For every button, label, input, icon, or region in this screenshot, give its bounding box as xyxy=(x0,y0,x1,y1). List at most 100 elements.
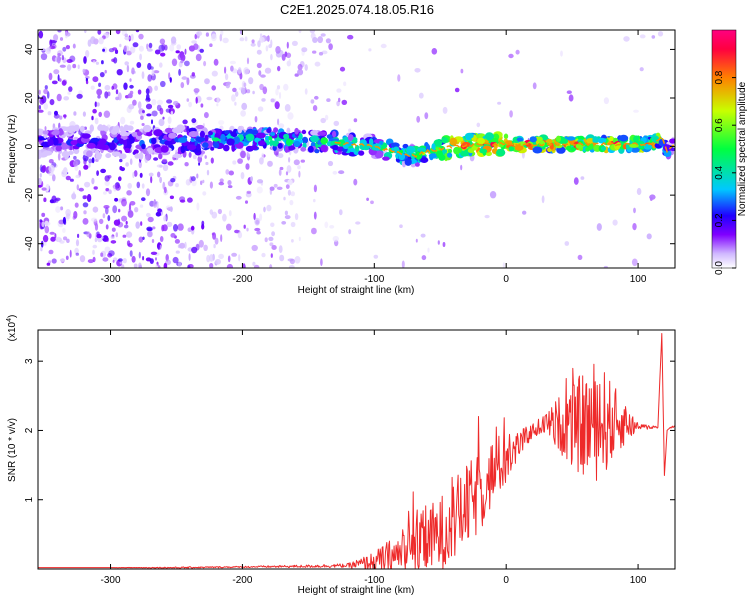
heat-cell xyxy=(639,34,646,39)
heat-cell xyxy=(239,37,245,42)
heat-cell xyxy=(288,265,295,268)
heat-cell xyxy=(68,86,73,92)
heat-cell xyxy=(50,236,56,242)
heat-cell xyxy=(118,208,121,213)
heat-cell xyxy=(293,140,301,148)
heat-cell xyxy=(227,180,232,186)
heat-cell xyxy=(264,67,272,74)
heat-cell xyxy=(271,140,280,147)
heat-cell xyxy=(609,136,614,142)
colorbar-tick-label: 0.4 xyxy=(714,165,725,179)
heat-cell xyxy=(278,123,285,129)
heat-cell xyxy=(283,133,290,140)
heat-cell xyxy=(532,146,543,154)
heat-cell xyxy=(348,229,352,235)
heat-cell xyxy=(368,48,372,52)
heat-cell xyxy=(44,85,48,90)
heat-cell xyxy=(126,190,132,196)
colorbar-label: Normalized spectral amplitude xyxy=(737,81,748,216)
heat-cell xyxy=(277,153,284,159)
heat-cell xyxy=(43,197,47,203)
heat-cell xyxy=(103,125,109,132)
heat-cell xyxy=(96,88,103,96)
heat-cell xyxy=(226,138,235,146)
heat-cell xyxy=(246,190,252,194)
heat-cell xyxy=(159,236,164,242)
heat-cell xyxy=(116,69,123,76)
heat-cell xyxy=(137,131,142,137)
heat-cell xyxy=(242,263,246,268)
heat-cell xyxy=(270,132,276,136)
heat-cell xyxy=(274,101,280,110)
heat-cell xyxy=(209,263,214,268)
heat-cell xyxy=(336,88,342,93)
heat-cell xyxy=(117,92,122,101)
ridge-core xyxy=(334,134,675,158)
heat-cell xyxy=(111,227,116,232)
heat-cell xyxy=(317,36,324,44)
heat-cell xyxy=(102,213,106,219)
heat-cell xyxy=(165,108,171,113)
heat-cell xyxy=(284,210,288,216)
heat-cell xyxy=(52,129,60,136)
heat-cell xyxy=(401,260,405,268)
heat-cell xyxy=(97,30,102,35)
heat-cell xyxy=(60,206,64,211)
heat-cell xyxy=(447,152,453,158)
heat-cell xyxy=(643,143,653,150)
heat-cell xyxy=(633,109,639,113)
heat-cell xyxy=(118,176,122,182)
heat-cell xyxy=(218,181,225,186)
heat-cell xyxy=(265,36,269,42)
heat-cell xyxy=(170,36,177,44)
heat-cell xyxy=(515,49,520,55)
heat-cell xyxy=(150,251,158,255)
heat-cell xyxy=(84,75,90,79)
heat-cell xyxy=(176,44,181,50)
heat-cell xyxy=(52,137,59,146)
heat-cell xyxy=(209,43,213,47)
heat-cell xyxy=(465,132,474,139)
heat-cell xyxy=(285,184,290,190)
heat-cell xyxy=(41,212,46,217)
heat-cell xyxy=(220,133,226,142)
heat-cell xyxy=(298,236,301,242)
heat-cell xyxy=(358,150,365,156)
heat-cell xyxy=(103,205,110,209)
heat-cell xyxy=(48,164,55,173)
heat-cell xyxy=(139,204,144,208)
heat-cell xyxy=(151,69,155,77)
heat-cell xyxy=(172,127,182,134)
heat-cell xyxy=(118,258,123,262)
heat-cell xyxy=(138,45,144,52)
heat-cell xyxy=(39,219,43,223)
heat-cell xyxy=(119,43,122,48)
heat-cell xyxy=(195,96,198,104)
heat-cell xyxy=(90,137,100,143)
heat-cell xyxy=(188,181,191,185)
heat-cell xyxy=(138,152,144,160)
heat-cell xyxy=(127,243,133,248)
heat-cell xyxy=(246,227,249,232)
heat-cell xyxy=(154,85,159,91)
heat-cell xyxy=(190,225,195,231)
heat-cell xyxy=(149,258,154,264)
heat-cell xyxy=(180,60,184,64)
heat-cell xyxy=(59,240,65,244)
heat-cell xyxy=(261,252,266,258)
heat-cell xyxy=(110,235,115,239)
heat-cell xyxy=(147,62,152,71)
heat-cell xyxy=(266,128,272,134)
heat-cell xyxy=(61,55,64,61)
heat-cell xyxy=(125,220,128,225)
heat-cell xyxy=(224,66,227,74)
heat-cell xyxy=(105,188,110,192)
x-tick-label: -100 xyxy=(364,575,384,586)
heat-cell xyxy=(97,153,103,158)
heat-cell xyxy=(92,76,99,83)
heat-cell xyxy=(74,202,79,208)
heat-cell xyxy=(301,47,308,53)
heat-cell xyxy=(188,152,192,158)
heat-cell xyxy=(173,100,179,106)
heat-cell xyxy=(148,172,154,177)
